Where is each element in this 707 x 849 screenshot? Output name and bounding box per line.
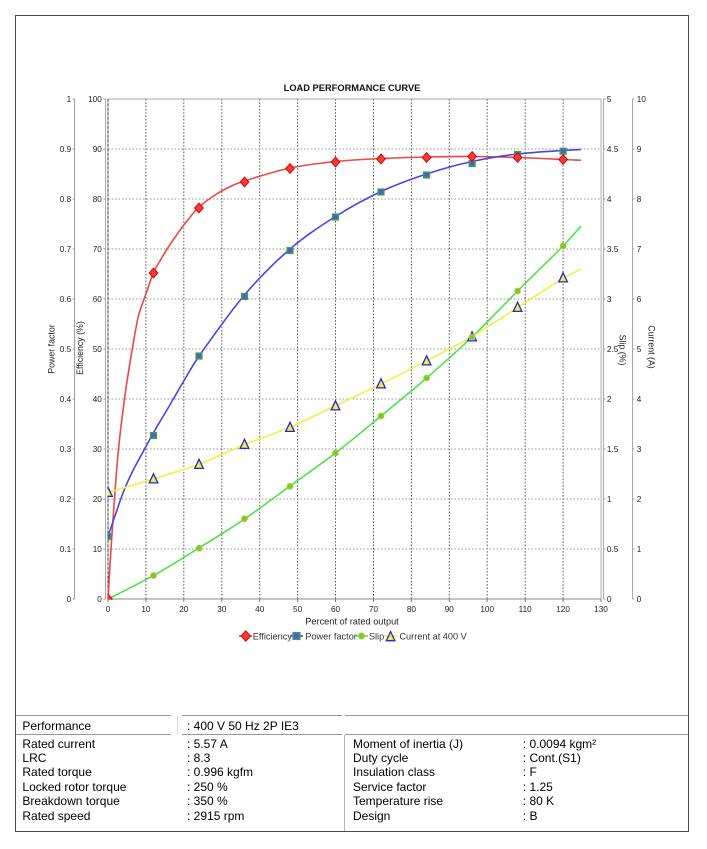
svg-text:130: 130	[594, 605, 608, 614]
svg-text:0: 0	[637, 595, 642, 604]
svg-text:Slip (%): Slip (%)	[618, 335, 628, 366]
svg-text:0.6: 0.6	[60, 295, 72, 304]
svg-text:2: 2	[637, 495, 642, 504]
svg-text:4.5: 4.5	[607, 145, 619, 154]
svg-text:Power factor: Power factor	[305, 632, 357, 642]
svg-text:2: 2	[607, 395, 612, 404]
svg-text:70: 70	[369, 605, 379, 614]
svg-text:20: 20	[93, 495, 103, 504]
svg-text:4: 4	[637, 395, 642, 404]
svg-text:0.7: 0.7	[60, 245, 72, 254]
svg-text:Current at 400 V: Current at 400 V	[399, 632, 467, 642]
svg-text:60: 60	[331, 605, 341, 614]
svg-text:100: 100	[480, 605, 494, 614]
svg-text:3: 3	[637, 445, 642, 454]
svg-text:30: 30	[217, 605, 227, 614]
svg-text:0: 0	[106, 605, 111, 614]
svg-text:80: 80	[93, 195, 103, 204]
svg-text:80: 80	[407, 605, 417, 614]
svg-text:1: 1	[607, 495, 612, 504]
svg-text:Percent of rated output: Percent of rated output	[305, 617, 399, 627]
svg-text:0.4: 0.4	[60, 395, 72, 404]
svg-text:0.9: 0.9	[60, 145, 72, 154]
svg-text:120: 120	[556, 605, 570, 614]
svg-text:0: 0	[607, 595, 612, 604]
svg-text:10: 10	[637, 95, 647, 104]
svg-text:0.1: 0.1	[60, 545, 72, 554]
svg-text:2.5: 2.5	[607, 345, 619, 354]
svg-text:50: 50	[293, 605, 303, 614]
svg-text:20: 20	[179, 605, 189, 614]
svg-text:60: 60	[93, 295, 103, 304]
svg-text:Efficiency: Efficiency	[253, 632, 293, 642]
svg-text:Slip: Slip	[369, 632, 384, 642]
svg-text:Current (A): Current (A)	[647, 325, 657, 369]
svg-text:100: 100	[88, 95, 102, 104]
svg-text:10: 10	[141, 605, 151, 614]
svg-text:LOAD PERFORMANCE CURVE: LOAD PERFORMANCE CURVE	[284, 83, 421, 93]
svg-text:8: 8	[637, 195, 642, 204]
svg-text:30: 30	[93, 445, 103, 454]
svg-text:4: 4	[607, 195, 612, 204]
svg-text:0.8: 0.8	[60, 195, 72, 204]
svg-text:1.5: 1.5	[607, 445, 619, 454]
svg-text:9: 9	[637, 145, 642, 154]
svg-text:40: 40	[255, 605, 265, 614]
svg-text:Power factor: Power factor	[47, 324, 57, 373]
svg-text:50: 50	[93, 345, 103, 354]
svg-text:0: 0	[67, 595, 72, 604]
svg-text:5: 5	[607, 95, 612, 104]
svg-text:0.5: 0.5	[607, 545, 619, 554]
svg-text:5: 5	[637, 345, 642, 354]
svg-text:1: 1	[67, 95, 72, 104]
svg-text:1: 1	[637, 545, 642, 554]
svg-text:3: 3	[607, 295, 612, 304]
svg-text:Efficiency (%): Efficiency (%)	[75, 321, 85, 375]
svg-text:7: 7	[637, 245, 642, 254]
svg-text:70: 70	[93, 245, 103, 254]
svg-text:0.3: 0.3	[60, 445, 72, 454]
svg-text:0.2: 0.2	[60, 495, 72, 504]
svg-text:110: 110	[519, 605, 532, 614]
svg-text:0.5: 0.5	[60, 345, 72, 354]
svg-text:10: 10	[93, 545, 103, 554]
svg-text:3.5: 3.5	[607, 245, 619, 254]
svg-text:90: 90	[93, 145, 103, 154]
svg-text:90: 90	[445, 605, 455, 614]
svg-text:40: 40	[93, 395, 103, 404]
svg-text:0: 0	[97, 595, 102, 604]
svg-text:6: 6	[637, 295, 642, 304]
